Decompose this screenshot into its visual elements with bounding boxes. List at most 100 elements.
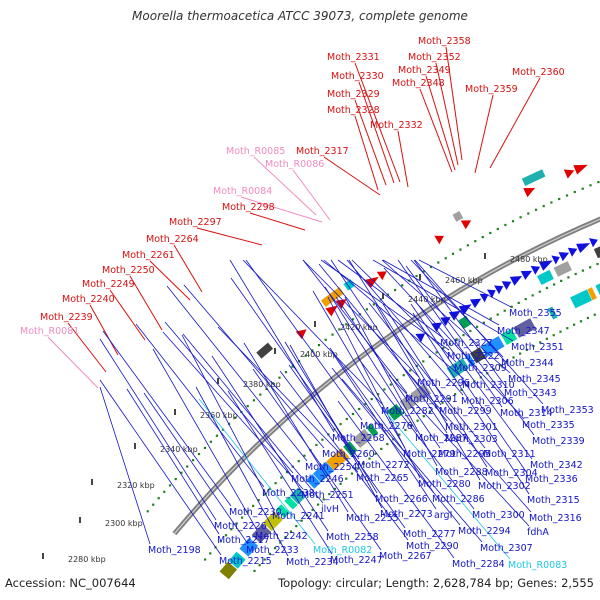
leader-line	[279, 370, 409, 541]
gc-dot	[462, 334, 465, 337]
gc-dot	[589, 266, 592, 269]
gene-label: Moth_2348	[392, 78, 445, 89]
leader-line	[211, 355, 329, 532]
gc-dot	[285, 471, 289, 474]
gene-label: Moth_2233	[246, 545, 299, 556]
cds-arrow	[494, 285, 504, 295]
genome-summary: Topology: circular; Length: 2,628,784 bp…	[278, 576, 594, 590]
gc-dot	[398, 433, 401, 436]
gc-dot	[504, 223, 507, 227]
scale-ticks: 2280 kbp 2300 kbp 2320 kbp 2340 kbp 2360 kbp…	[42, 253, 548, 564]
leader-line	[318, 263, 448, 422]
cds-arrow	[501, 281, 512, 290]
gene-label: Moth_2339	[532, 436, 585, 447]
gene-label: Moth_2268	[332, 433, 385, 444]
gc-dot	[209, 440, 212, 443]
leader-line	[324, 286, 418, 433]
gc-dot	[339, 482, 342, 485]
gc-dot	[459, 248, 462, 251]
gc-dot	[560, 279, 563, 282]
feature-block	[275, 504, 290, 519]
gc-dot	[510, 305, 513, 308]
leader-line	[252, 368, 382, 551]
gc-dot	[204, 558, 207, 561]
scale-tick	[314, 321, 316, 327]
feature-block	[326, 448, 350, 471]
leader-line	[414, 259, 544, 405]
leader-line	[410, 259, 504, 358]
gene-label: Moth_2297	[169, 217, 222, 228]
gc-dot	[476, 325, 479, 328]
leader-line	[329, 347, 435, 494]
gc-dot	[489, 317, 492, 320]
gc-dot	[435, 351, 438, 354]
leader-line	[135, 323, 265, 488]
gc-dot	[380, 447, 383, 450]
gc-dot	[573, 323, 576, 326]
gc-dot	[593, 313, 596, 316]
gc-dot	[415, 274, 418, 278]
gc-dot	[589, 184, 592, 187]
leader-line	[358, 81, 395, 184]
gc-dot	[402, 374, 405, 377]
gene-label: Moth_2315	[527, 495, 580, 506]
gc-dot	[209, 552, 212, 555]
feature-blocks	[219, 169, 600, 580]
leader-line	[405, 265, 535, 436]
gc-dot	[300, 519, 303, 522]
leader-line	[183, 284, 325, 449]
gc-dot	[469, 329, 472, 332]
leader-line	[397, 259, 503, 408]
gc-dot	[146, 510, 149, 513]
gc-dot	[180, 471, 183, 474]
gene-label: Moth_2355	[509, 308, 562, 319]
leader-line	[357, 357, 475, 510]
gc-dot	[512, 356, 515, 359]
leader-line	[337, 400, 455, 559]
gene-label: Moth_2279	[403, 449, 456, 460]
feature-block	[500, 328, 518, 345]
gene-label: Moth_2294	[458, 526, 511, 537]
gc-dot	[271, 382, 275, 385]
gc-dot	[519, 216, 522, 219]
leader-line	[368, 302, 486, 449]
leader-line	[354, 99, 387, 186]
leader-line	[323, 259, 465, 380]
gc-dot	[268, 552, 271, 555]
cds-arrow	[415, 333, 426, 343]
gene-label: fdhA	[527, 527, 549, 538]
gc-dot	[410, 424, 413, 427]
gene-labels: Moth_2358 Moth_2352 Moth_2331 Moth_2349 Moth…	[20, 36, 594, 571]
leader-line	[418, 259, 512, 308]
feature-block	[452, 210, 464, 222]
leader-line	[341, 378, 483, 543]
gc-dot	[345, 477, 348, 480]
cds-arrow	[558, 252, 570, 262]
cds-arrow	[520, 270, 533, 280]
feature-block	[587, 287, 597, 301]
gc-dot	[545, 286, 548, 290]
scale-label: 2380 kbp	[243, 380, 281, 389]
gene-label: Moth_2344	[501, 358, 554, 369]
leader-line	[109, 289, 146, 341]
gene-label: Moth_2310	[462, 380, 515, 391]
leader-line	[245, 259, 363, 421]
gene-label: Moth_2316	[529, 513, 582, 524]
gc-dot	[550, 201, 553, 204]
gc-dot	[280, 476, 283, 479]
gc-dot	[259, 393, 262, 396]
gene-label: Moth_2301	[445, 422, 498, 433]
leader-line	[382, 303, 488, 468]
gc-dot	[356, 467, 359, 470]
feature-block	[366, 423, 379, 437]
gc-dot	[291, 365, 294, 368]
accession-label: Accession: NC_007644	[5, 576, 136, 590]
gc-dot	[358, 407, 361, 411]
gc-dot	[345, 417, 348, 421]
gc-dot	[409, 369, 412, 372]
feature-block	[464, 353, 476, 367]
leader-line	[354, 62, 401, 183]
gene-label: Moth_2265	[356, 473, 409, 484]
gene-label: Moth_2264	[146, 234, 199, 245]
gc-dot	[362, 462, 365, 465]
